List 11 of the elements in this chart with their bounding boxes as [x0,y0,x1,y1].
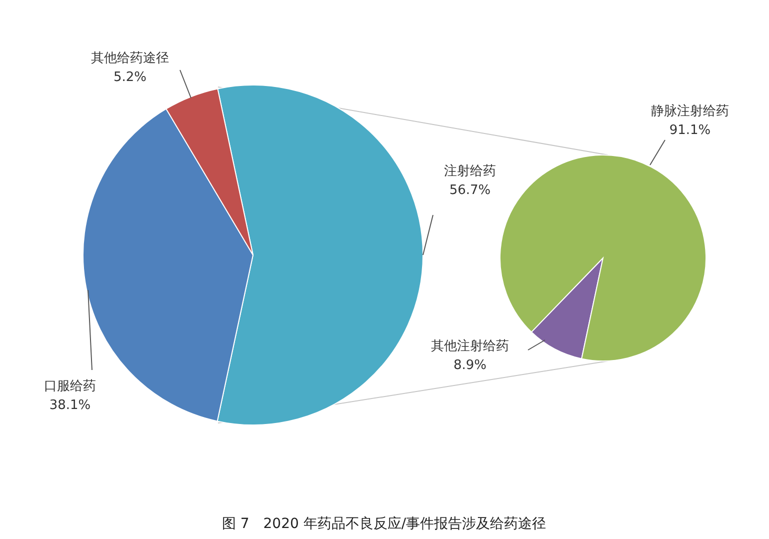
data-label: 38.1% [49,398,91,413]
slice-label: 静脉注射给药 [651,104,729,119]
data-label: 91.1% [669,123,711,138]
slice-label: 其他注射给药 [431,339,509,354]
slice-label: 口服给药 [44,379,96,394]
text: 图 7 2020 年药品不良反应/事件报告涉及给药途径 [222,516,546,532]
data-label: 5.2% [113,70,147,85]
data-label: 8.9% [453,358,487,373]
data-label: 56.7% [449,183,491,198]
slice-label: 注射给药 [444,164,496,179]
slice-label: 其他给药途径 [91,51,169,66]
